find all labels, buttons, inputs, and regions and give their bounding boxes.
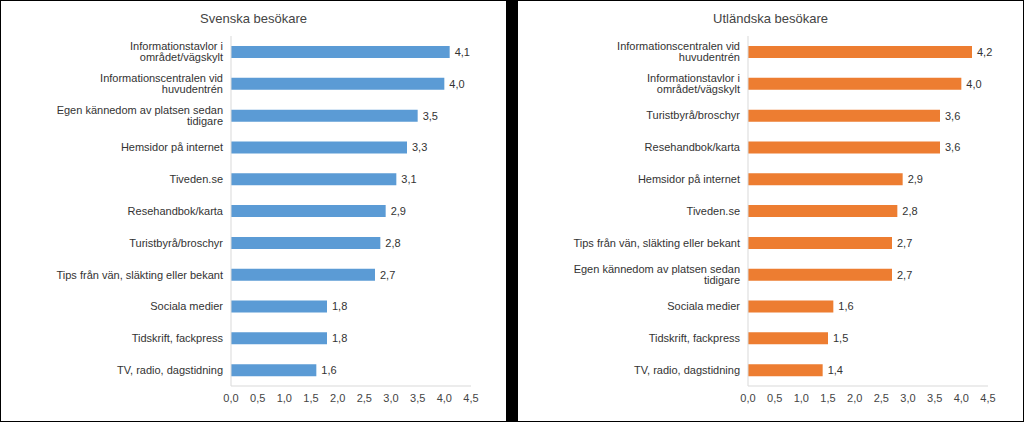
svg-text:Egen kännedom av platsen sedan: Egen kännedom av platsen sedantidigare [574, 263, 740, 286]
svg-text:1,0: 1,0 [794, 392, 809, 404]
svg-text:4,2: 4,2 [977, 46, 992, 58]
svg-text:Sociala medier: Sociala medier [667, 300, 740, 312]
svg-text:2,0: 2,0 [847, 392, 862, 404]
svg-text:3,1: 3,1 [401, 173, 416, 185]
svg-text:3,5: 3,5 [927, 392, 942, 404]
svg-text:2,0: 2,0 [330, 392, 345, 404]
svg-text:2,5: 2,5 [874, 392, 889, 404]
svg-text:1,6: 1,6 [838, 300, 853, 312]
svg-text:3,0: 3,0 [900, 392, 915, 404]
svg-text:4,0: 4,0 [449, 78, 464, 90]
svg-text:2,9: 2,9 [391, 205, 406, 217]
svg-text:3,6: 3,6 [945, 141, 960, 153]
svg-text:Turistbyrå/broschyr: Turistbyrå/broschyr [646, 109, 740, 121]
svg-text:0,0: 0,0 [740, 392, 755, 404]
svg-text:4,5: 4,5 [980, 392, 995, 404]
svg-text:Tidskrift, fackpress: Tidskrift, fackpress [132, 332, 224, 344]
svg-text:4,0: 4,0 [954, 392, 969, 404]
svg-text:Tiveden.se: Tiveden.se [687, 205, 740, 217]
svg-text:3,0: 3,0 [383, 392, 398, 404]
svg-text:4,1: 4,1 [455, 46, 470, 58]
svg-text:Egen kännedom av platsen sedan: Egen kännedom av platsen sedantidigare [57, 104, 223, 127]
svg-text:TV, radio, dagstidning: TV, radio, dagstidning [117, 364, 223, 376]
svg-text:Tidskrift, fackpress: Tidskrift, fackpress [649, 332, 741, 344]
svg-text:Informationscentralen vidhuvud: Informationscentralen vidhuvudentrén [617, 40, 740, 63]
svg-text:1,8: 1,8 [332, 300, 347, 312]
svg-text:Informationstavlor iområdet/vä: Informationstavlor iområdet/vägskylt [647, 72, 740, 95]
html-text:Utländska besökare: Utländska besökare [713, 11, 828, 26]
svg-text:1,5: 1,5 [833, 332, 848, 344]
svg-text:0,0: 0,0 [223, 392, 238, 404]
svg-text:2,5: 2,5 [357, 392, 372, 404]
svg-text:3,6: 3,6 [945, 110, 960, 122]
svg-text:1,8: 1,8 [332, 332, 347, 344]
svg-text:Hemsidor på internet: Hemsidor på internet [638, 173, 740, 185]
svg-text:3,5: 3,5 [410, 392, 425, 404]
svg-text:Hemsidor på internet: Hemsidor på internet [121, 141, 223, 153]
svg-text:3,3: 3,3 [412, 141, 427, 153]
svg-text:3,5: 3,5 [423, 110, 438, 122]
svg-text:Turistbyrå/broschyr: Turistbyrå/broschyr [129, 237, 223, 249]
svg-text:2,9: 2,9 [908, 173, 923, 185]
svg-text:2,8: 2,8 [902, 205, 917, 217]
svg-text:Informationscentralen vidhuvud: Informationscentralen vidhuvudentrén [100, 72, 223, 95]
svg-text:1,4: 1,4 [828, 364, 843, 376]
svg-text:0,5: 0,5 [767, 392, 782, 404]
svg-text:2,7: 2,7 [380, 269, 395, 281]
svg-text:0,5: 0,5 [250, 392, 265, 404]
svg-text:Tips från vän, släkting eller: Tips från vän, släkting eller bekant [56, 269, 223, 281]
svg-text:Tips från vän, släkting eller: Tips från vän, släkting eller bekant [573, 237, 740, 249]
svg-text:2,8: 2,8 [385, 237, 400, 249]
html-text:Svenska besökare: Svenska besökare [200, 11, 307, 26]
svg-text:Sociala medier: Sociala medier [150, 300, 223, 312]
svg-text:4,0: 4,0 [966, 78, 981, 90]
svg-text:1,5: 1,5 [303, 392, 318, 404]
svg-text:4,5: 4,5 [463, 392, 478, 404]
svg-text:1,6: 1,6 [321, 364, 336, 376]
svg-text:TV, radio, dagstidning: TV, radio, dagstidning [634, 364, 740, 376]
svg-text:4,0: 4,0 [437, 392, 452, 404]
svg-text:Resehandbok/karta: Resehandbok/karta [645, 141, 741, 153]
svg-text:Resehandbok/karta: Resehandbok/karta [128, 205, 224, 217]
svg-text:1,5: 1,5 [820, 392, 835, 404]
svg-text:2,7: 2,7 [897, 237, 912, 249]
svg-text:Tiveden.se: Tiveden.se [170, 173, 223, 185]
svg-text:Informationstavlor iområdet/vä: Informationstavlor iområdet/vägskylt [130, 40, 223, 63]
svg-text:2,7: 2,7 [897, 269, 912, 281]
svg-text:1,0: 1,0 [277, 392, 292, 404]
